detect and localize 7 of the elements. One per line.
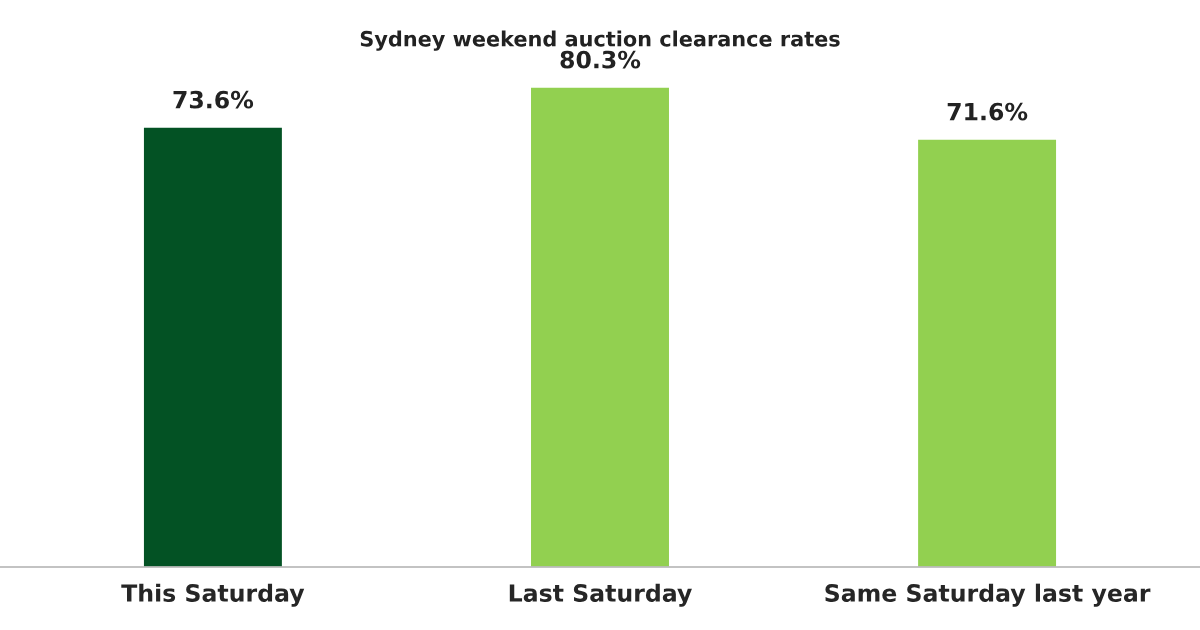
x-tick-label: This Saturday <box>121 583 305 607</box>
data-label: 80.3% <box>560 50 641 69</box>
chart-title: Sydney weekend auction clearance rates <box>360 30 840 51</box>
data-label: 73.6% <box>173 90 254 109</box>
data-label: 71.6% <box>947 102 1028 121</box>
x-tick-label: Same Saturday last year <box>825 583 1151 607</box>
x-tick-label: Last Saturday <box>509 583 692 607</box>
